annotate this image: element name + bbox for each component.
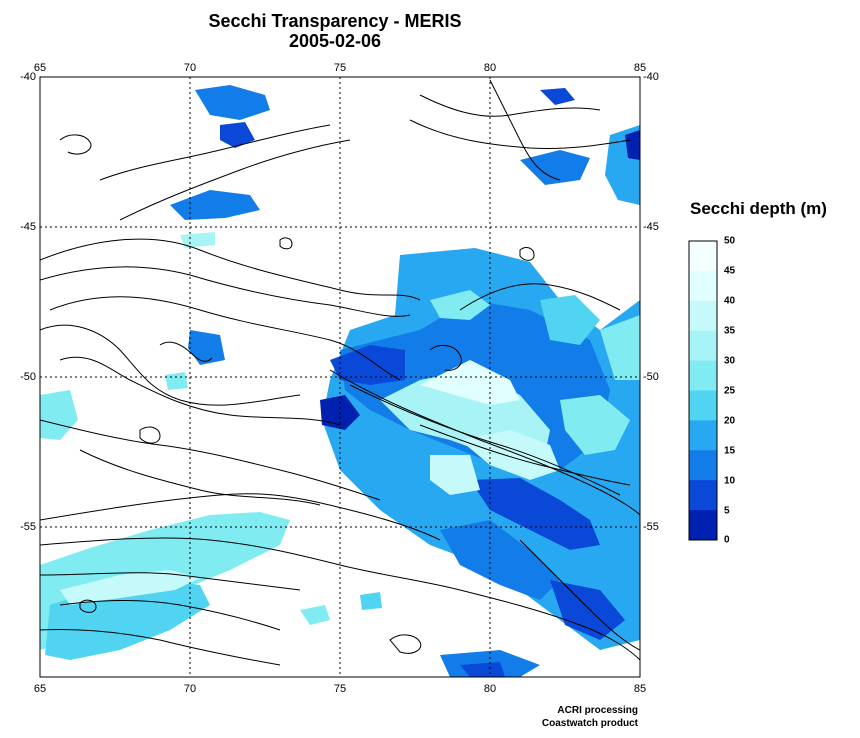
satellite-swath-east [320, 248, 640, 650]
legend-label-0: 0 [724, 534, 730, 546]
colorbar-band [689, 420, 717, 451]
x-tick-bottom-65: 65 [33, 683, 47, 695]
x-tick-top-70: 70 [183, 62, 197, 74]
bathymetry-contours [40, 79, 640, 666]
y-tick-left-55: -55 [20, 521, 36, 533]
x-tick-top-80: 80 [483, 62, 497, 74]
colorbar [689, 241, 717, 541]
y-tick-right-45: -45 [643, 221, 659, 233]
colorbar-frame [688, 240, 718, 541]
legend-label-50: 50 [724, 235, 736, 247]
satellite-patches-north [40, 85, 640, 440]
x-tick-top-85: 85 [633, 62, 647, 74]
x-tick-bottom-75: 75 [333, 683, 347, 695]
map-title: Secchi Transparency - MERIS [208, 11, 462, 31]
credit-processing: ACRI processing [557, 705, 638, 716]
x-tick-bottom-80: 80 [483, 683, 497, 695]
map-date: 2005-02-06 [288, 31, 382, 51]
y-tick-left-50: -50 [20, 371, 36, 383]
colorbar-band [689, 241, 717, 272]
y-tick-left-40: -40 [20, 71, 36, 83]
y-tick-left-45: -45 [20, 221, 36, 233]
legend-label-40: 40 [724, 295, 736, 307]
y-tick-right-55: -55 [643, 521, 659, 533]
colorbar-band [689, 330, 717, 362]
graticule [40, 77, 640, 677]
x-tick-top-75: 75 [333, 62, 347, 74]
legend-label-5: 5 [724, 505, 730, 517]
colorbar-band [689, 360, 717, 391]
legend-label-15: 15 [724, 445, 736, 457]
legend-label-10: 10 [724, 475, 736, 487]
legend-label-45: 45 [724, 265, 736, 277]
colorbar-band [689, 510, 717, 541]
map-frame [39, 76, 641, 678]
y-tick-right-50: -50 [643, 371, 659, 383]
legend-label-20: 20 [724, 415, 736, 427]
colorbar-band [689, 300, 717, 332]
credit-product: Coastwatch product [541, 718, 638, 729]
colorbar-band [689, 390, 717, 421]
legend-title: Secchi depth (m) [690, 199, 827, 218]
y-tick-right-40: -40 [643, 71, 659, 83]
x-tick-top-65: 65 [33, 62, 47, 74]
legend-label-25: 25 [724, 385, 736, 397]
colorbar-band [689, 480, 717, 511]
colorbar-band [689, 270, 717, 302]
x-tick-bottom-85: 85 [633, 683, 647, 695]
legend-label-30: 30 [724, 355, 736, 367]
legend-label-35: 35 [724, 325, 736, 337]
x-tick-bottom-70: 70 [183, 683, 197, 695]
plot-area [40, 77, 640, 677]
colorbar-band [689, 450, 717, 481]
